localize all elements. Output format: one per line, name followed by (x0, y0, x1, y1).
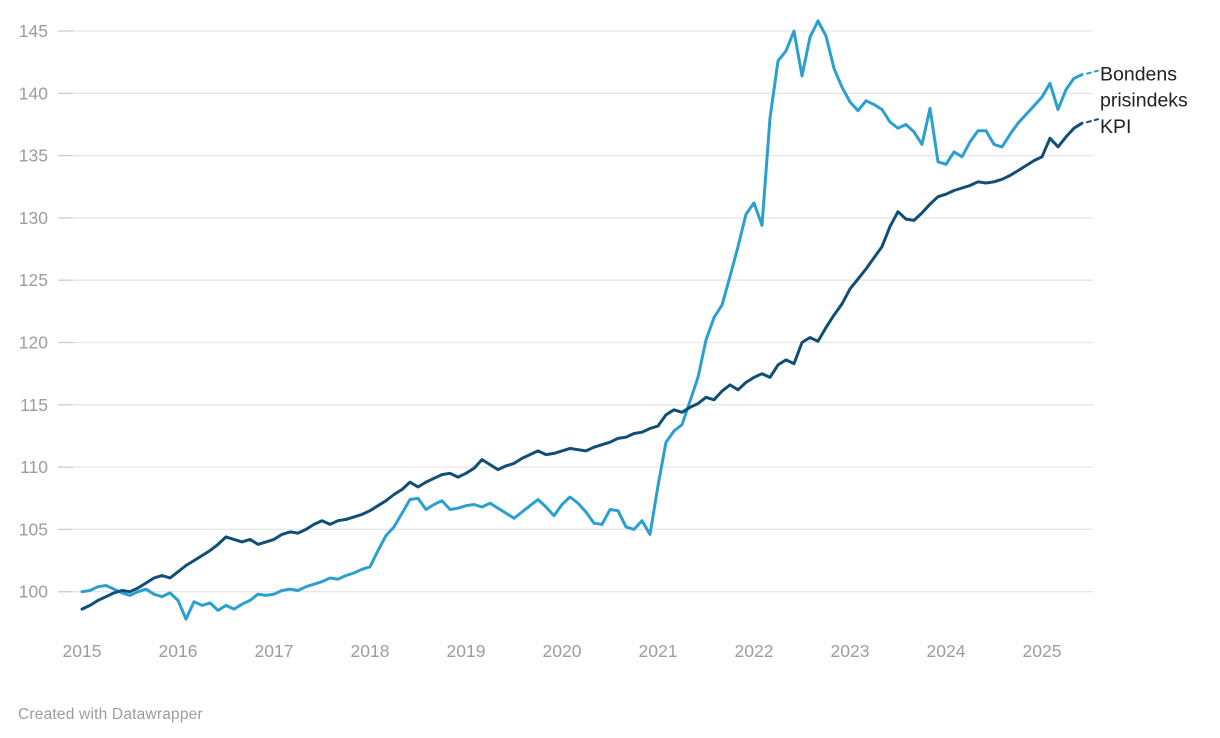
x-axis-label: 2025 (1023, 641, 1062, 661)
y-axis-label: 140 (19, 83, 48, 103)
legend-connector-kpi (1086, 118, 1099, 124)
y-axis-label: 110 (20, 457, 48, 477)
series-line-kpi (80, 121, 1084, 611)
series-line-bondens-prisindeks (80, 19, 1084, 621)
legend-label-bondens-prisindeks: Bondens prisindeks (1100, 64, 1188, 112)
legend-connector-bondens-prisindeks (1086, 69, 1099, 75)
x-axis-label: 2020 (543, 641, 582, 661)
x-axis-label: 2024 (927, 641, 966, 661)
y-axis-label: 120 (19, 333, 48, 353)
x-axis-label: 2022 (735, 641, 774, 661)
y-axis-label: 125 (19, 270, 48, 290)
datawrapper-credit-link[interactable]: Created with Datawrapper (18, 706, 203, 723)
y-axis-label: 115 (20, 395, 48, 415)
x-axis-label: 2023 (831, 641, 870, 661)
y-axis-label: 130 (19, 208, 48, 228)
x-axis-label: 2017 (255, 641, 294, 661)
y-axis-label: 145 (19, 21, 48, 41)
y-axis-label: 105 (19, 519, 48, 539)
x-axis-label: 2016 (159, 641, 198, 661)
y-axis-label: 135 (19, 146, 48, 166)
x-axis-label: 2015 (63, 641, 102, 661)
legend-label-kpi: KPI (1100, 116, 1131, 138)
x-axis-label: 2018 (351, 641, 390, 661)
y-axis-label: 100 (19, 582, 48, 602)
x-axis-label: 2021 (639, 641, 678, 661)
x-axis-label: 2019 (447, 641, 486, 661)
